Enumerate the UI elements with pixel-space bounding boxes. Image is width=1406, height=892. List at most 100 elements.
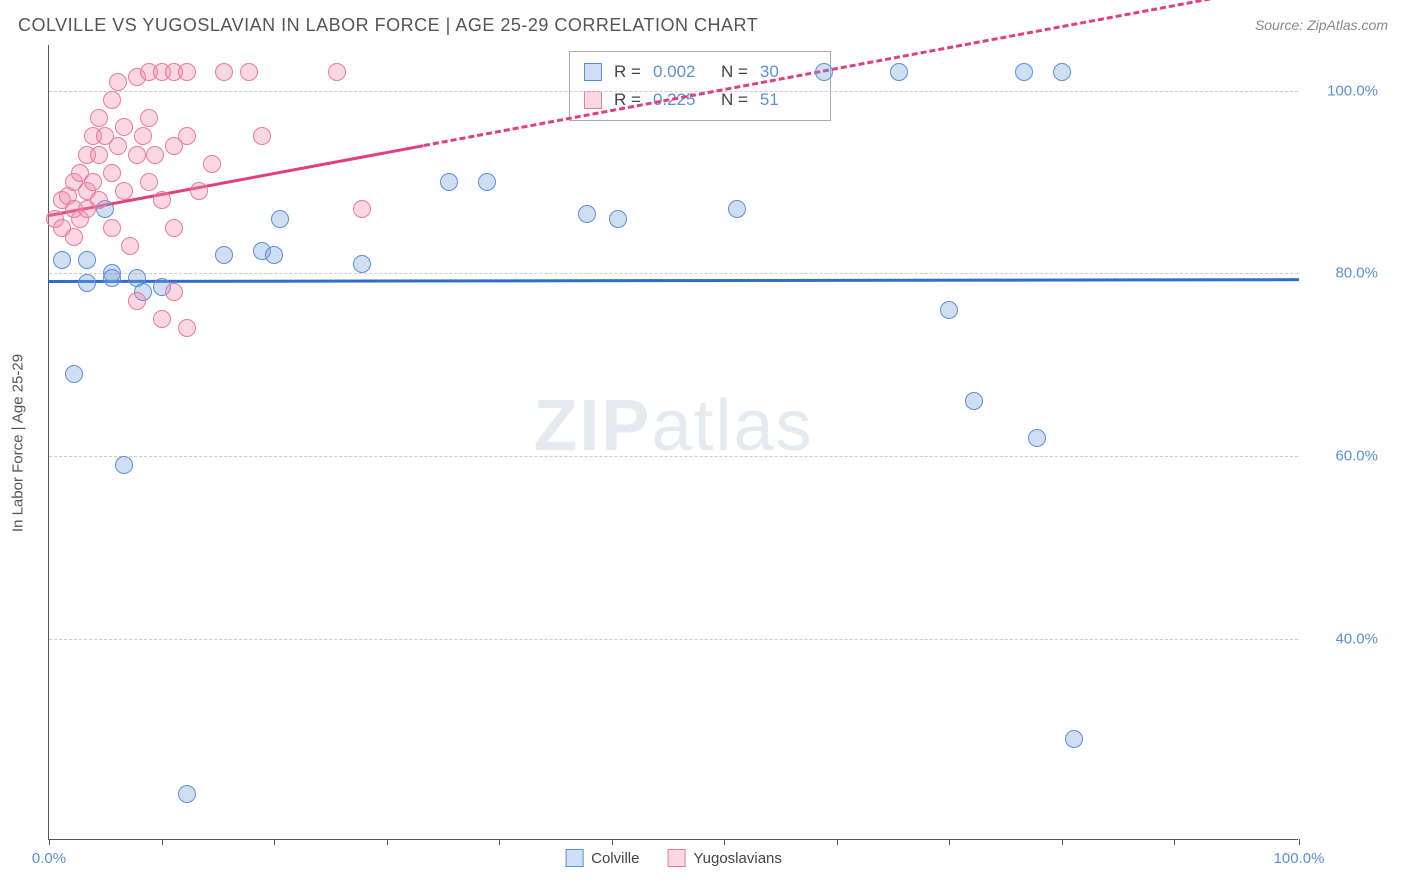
legend-swatch (667, 849, 685, 867)
data-point (890, 63, 908, 81)
data-point (965, 392, 983, 410)
data-point (65, 228, 83, 246)
data-point (440, 173, 458, 191)
x-tick (837, 839, 838, 845)
x-tick-label: 100.0% (1274, 850, 1325, 867)
x-tick (274, 839, 275, 845)
data-point (265, 246, 283, 264)
data-point (103, 164, 121, 182)
data-point (815, 63, 833, 81)
x-tick (162, 839, 163, 845)
data-point (78, 251, 96, 269)
data-point (109, 137, 127, 155)
data-point (53, 251, 71, 269)
legend-swatch (584, 91, 602, 109)
data-point (128, 146, 146, 164)
x-tick (724, 839, 725, 845)
trendline-colville (49, 278, 1299, 283)
gridline-h (49, 91, 1298, 92)
data-point (153, 310, 171, 328)
chart-header: COLVILLE VS YUGOSLAVIAN IN LABOR FORCE |… (18, 10, 1388, 40)
data-point (115, 182, 133, 200)
data-point (103, 91, 121, 109)
x-tick (1062, 839, 1063, 845)
data-point (215, 246, 233, 264)
y-axis-label: In Labor Force | Age 25-29 (10, 353, 27, 531)
data-point (78, 274, 96, 292)
data-point (353, 255, 371, 273)
y-tick-label: 40.0% (1308, 630, 1378, 647)
data-point (140, 173, 158, 191)
data-point (578, 205, 596, 223)
x-tick (1299, 839, 1300, 845)
data-point (1028, 429, 1046, 447)
legend-swatch (584, 63, 602, 81)
data-point (328, 63, 346, 81)
gridline-h (49, 273, 1298, 274)
plot-area: ZIPatlas R =0.002N =30R =0.225N =51 Colv… (48, 45, 1298, 840)
data-point (146, 146, 164, 164)
x-tick (949, 839, 950, 845)
legend-item: Yugoslavians (667, 849, 781, 867)
data-point (121, 237, 139, 255)
data-point (140, 109, 158, 127)
data-point (103, 219, 121, 237)
data-point (90, 109, 108, 127)
legend-item: Colville (565, 849, 639, 867)
gridline-h (49, 639, 1298, 640)
data-point (109, 73, 127, 91)
data-point (115, 118, 133, 136)
data-point (165, 219, 183, 237)
data-point (215, 63, 233, 81)
data-point (178, 127, 196, 145)
data-point (84, 173, 102, 191)
stats-r-label: R = (614, 58, 641, 86)
chart-container: In Labor Force | Age 25-29 ZIPatlas R =0… (48, 45, 1388, 840)
data-point (115, 456, 133, 474)
legend-label: Colville (591, 850, 639, 867)
chart-title: COLVILLE VS YUGOSLAVIAN IN LABOR FORCE |… (18, 15, 758, 36)
data-point (103, 269, 121, 287)
x-tick (49, 839, 50, 845)
y-tick-label: 60.0% (1308, 448, 1378, 465)
x-tick (612, 839, 613, 845)
chart-source: Source: ZipAtlas.com (1255, 17, 1388, 33)
data-point (190, 182, 208, 200)
x-tick (1174, 839, 1175, 845)
legend-swatch (565, 849, 583, 867)
data-point (271, 210, 289, 228)
data-point (1015, 63, 1033, 81)
legend-label: Yugoslavians (693, 850, 781, 867)
data-point (65, 365, 83, 383)
data-point (134, 127, 152, 145)
data-point (609, 210, 627, 228)
y-tick-label: 80.0% (1308, 265, 1378, 282)
data-point (1053, 63, 1071, 81)
data-point (90, 146, 108, 164)
stats-row: R =0.002N =30 (584, 58, 816, 86)
data-point (240, 63, 258, 81)
watermark: ZIPatlas (533, 385, 813, 467)
data-point (128, 292, 146, 310)
series-legend: Colville Yugoslavians (565, 849, 782, 867)
stats-r-value: 0.002 (653, 58, 709, 86)
data-point (203, 155, 221, 173)
data-point (178, 63, 196, 81)
data-point (178, 785, 196, 803)
stats-n-label: N = (721, 58, 748, 86)
data-point (90, 191, 108, 209)
gridline-h (49, 456, 1298, 457)
data-point (478, 173, 496, 191)
data-point (353, 200, 371, 218)
data-point (153, 191, 171, 209)
x-tick (499, 839, 500, 845)
data-point (178, 319, 196, 337)
data-point (253, 127, 271, 145)
x-tick-label: 0.0% (32, 850, 66, 867)
data-point (940, 301, 958, 319)
data-point (1065, 730, 1083, 748)
y-tick-label: 100.0% (1308, 82, 1378, 99)
x-tick (387, 839, 388, 845)
data-point (165, 283, 183, 301)
data-point (728, 200, 746, 218)
